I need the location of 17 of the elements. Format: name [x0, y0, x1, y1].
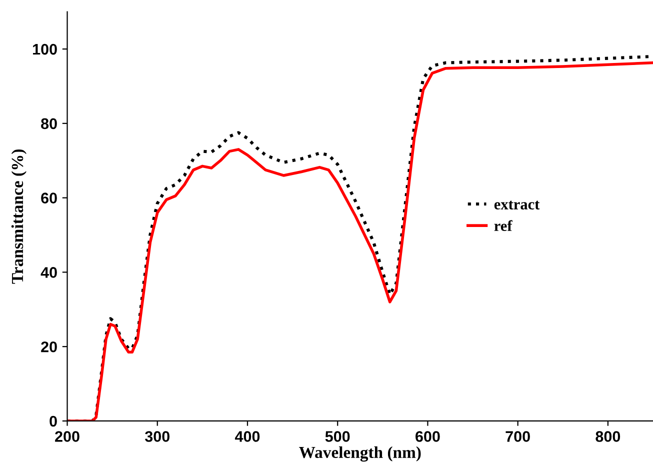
legend-label: ref: [494, 220, 512, 232]
y-axis-title: Transmittance (%): [11, 149, 26, 284]
y-tick-label: 60: [41, 192, 57, 204]
x-tick-label: 700: [506, 431, 530, 442]
y-tick-label: 40: [40, 267, 57, 278]
y-tick-label: 100: [33, 44, 57, 55]
x-tick-label: 600: [416, 431, 440, 442]
x-tick-label: 400: [234, 431, 260, 442]
x-tick-label: 500: [325, 431, 350, 442]
x-tick-label: 800: [596, 431, 620, 442]
y-tick-label: 80: [41, 118, 57, 130]
x-tick-label: 200: [55, 431, 80, 442]
x-axis-title: Wavelength (nm): [299, 446, 421, 462]
y-tick-label: 20: [41, 341, 57, 352]
x-tick-label: 300: [144, 431, 170, 442]
legend-label: extract: [494, 200, 540, 210]
y-tick-label: 0: [50, 416, 57, 427]
